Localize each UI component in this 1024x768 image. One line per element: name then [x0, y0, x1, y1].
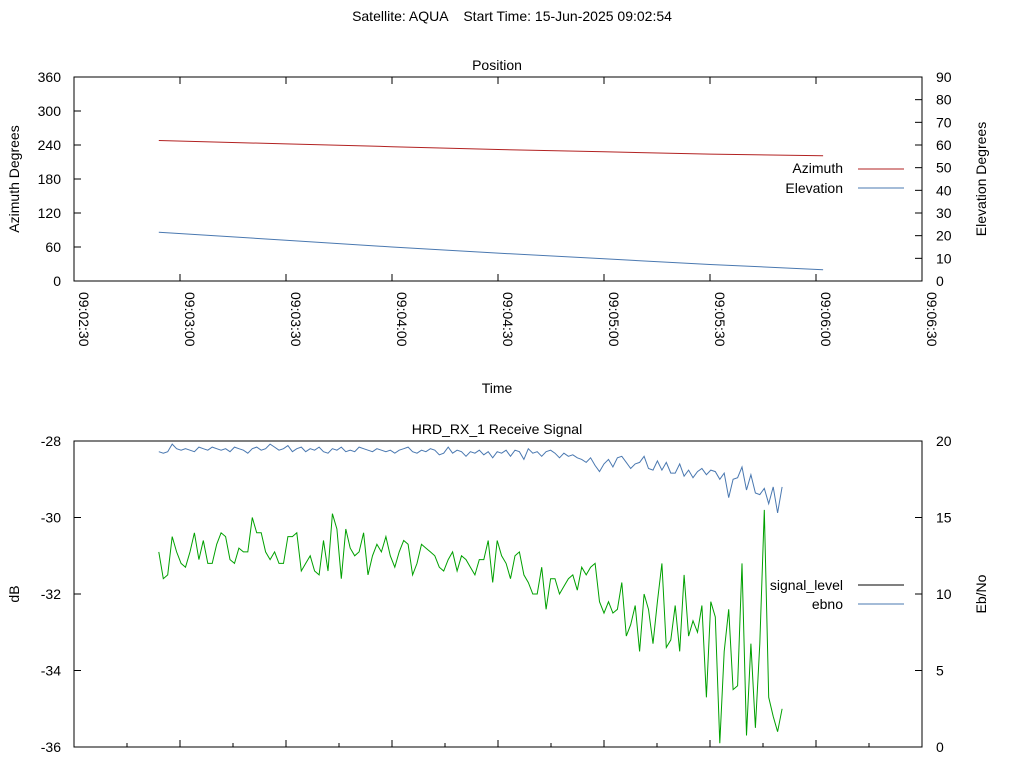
position-x-tick-label: 09:03:00 [182, 292, 198, 347]
series-elevation-line [158, 231, 824, 271]
signal-y-tick-label: -36 [41, 739, 61, 755]
position-x-tick-label: 09:04:30 [500, 292, 516, 347]
position-chart-title: Position [472, 57, 522, 73]
page-title: Satellite: AQUA Start Time: 15-Jun-2025 … [352, 8, 672, 24]
position-y2-tick-label: 0 [936, 273, 944, 289]
position-y-tick-label: 60 [45, 239, 61, 255]
position-x-tick-label: 09:06:30 [924, 292, 940, 347]
position-y2-tick-label: 50 [936, 160, 952, 176]
position-x-tick-label: 09:02:30 [76, 292, 92, 347]
position-x-axis-label: Time [482, 380, 513, 396]
signal-y2-tick-label: 5 [936, 663, 944, 679]
position-y2-tick-label: 90 [936, 69, 952, 85]
position-x-tick-label: 09:03:30 [288, 292, 304, 347]
position-y2-tick-label: 30 [936, 205, 952, 221]
legend-elevation-label: Elevation [785, 180, 843, 196]
receive-signal-chart: HRD_RX_1 Receive Signal dB Eb/No -36 -34 -… [6, 421, 989, 755]
position-x-tick-label: 09:05:30 [712, 292, 728, 347]
position-y2-tick-label: 20 [936, 228, 952, 244]
signal-y-tick-label: -32 [41, 586, 61, 602]
signal-y-tick-label: -28 [41, 433, 61, 449]
position-x-tick-label: 09:06:00 [818, 292, 834, 347]
position-y-tick-label: 180 [38, 171, 62, 187]
legend-ebno-label: ebno [812, 596, 843, 612]
position-y2-tick-label: 60 [936, 137, 952, 153]
position-x-tick-label: 09:04:00 [394, 292, 410, 347]
position-y2-tick-label: 10 [936, 250, 952, 266]
position-y-tick-label: 300 [38, 103, 62, 119]
position-plot-border [73, 76, 923, 282]
position-y2-tick-label: 80 [936, 92, 952, 108]
position-y-tick-label: 0 [53, 273, 61, 289]
position-x-tick-label: 09:05:00 [606, 292, 622, 347]
signal-y2-tick-label: 10 [936, 586, 952, 602]
signal-plot-border [73, 440, 923, 748]
signal-chart-title: HRD_RX_1 Receive Signal [412, 421, 582, 437]
signal-y-tick-label: -34 [41, 663, 61, 679]
legend-signal-level-label: signal_level [770, 577, 843, 593]
series-signal-level-line [158, 509, 783, 744]
position-y-axis-label: Azimuth Degrees [6, 125, 22, 232]
signal-y2-tick-label: 15 [936, 510, 952, 526]
signal-y-axis-label: dB [6, 585, 22, 602]
position-y2-tick-label: 40 [936, 182, 952, 198]
position-y2-tick-label: 70 [936, 114, 952, 130]
signal-y2-tick-label: 20 [936, 433, 952, 449]
legend-azimuth-label: Azimuth [792, 160, 843, 176]
position-y-tick-label: 120 [38, 205, 62, 221]
position-y-tick-label: 360 [38, 69, 62, 85]
signal-y2-tick-label: 0 [936, 739, 944, 755]
position-chart: Position Azimuth Degrees Elevation Degre… [6, 57, 989, 396]
position-y2-axis-label: Elevation Degrees [973, 122, 989, 236]
signal-y2-axis-label: Eb/No [973, 574, 989, 613]
signal-y-tick-label: -30 [41, 510, 61, 526]
position-y-tick-label: 240 [38, 137, 62, 153]
series-ebno-line [158, 443, 783, 513]
series-azimuth-line [158, 140, 824, 157]
